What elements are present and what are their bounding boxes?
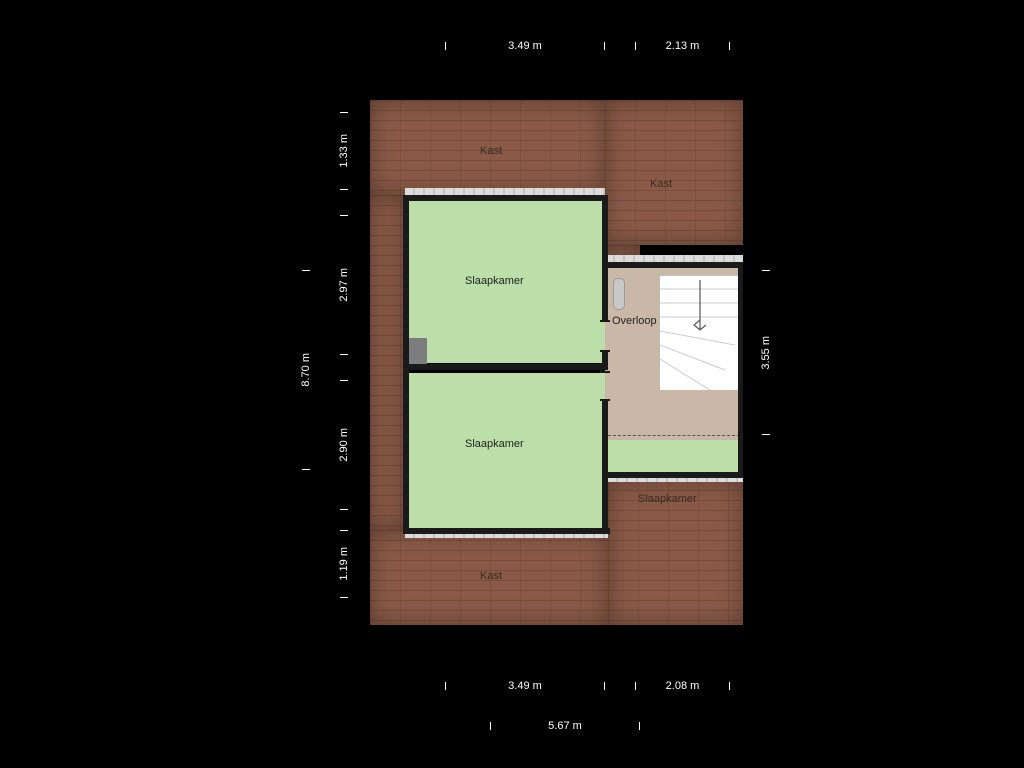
label-slaapkamer-2: Slaapkamer (465, 438, 524, 450)
wall-interior-v3 (602, 400, 608, 475)
stairs (660, 275, 740, 390)
floor-plan: Kast Kast Slaapkamer Overloop Slaapkamer… (370, 100, 743, 660)
radiator-icon (613, 278, 625, 310)
dim-left-3: 2.90 m (338, 380, 350, 510)
room-slaapkamer-2 (405, 373, 605, 528)
door-tick (600, 350, 610, 352)
door-tick (600, 320, 610, 322)
stairs-icon (660, 275, 740, 390)
wall-interior-h (406, 364, 606, 370)
wall (602, 472, 743, 478)
dim-left-4: 1.19 m (338, 530, 350, 598)
dim-top-2: 2.13 m (635, 40, 730, 52)
wall-interior-v2 (602, 352, 608, 370)
door-tick (600, 399, 610, 401)
label-slaapkamer-1: Slaapkamer (465, 275, 524, 287)
wall (403, 528, 610, 534)
dashed-kast-top-right (610, 200, 738, 201)
wall (403, 195, 607, 201)
dim-bottom-2: 2.08 m (635, 680, 730, 692)
wall (602, 262, 743, 268)
wall (602, 195, 608, 265)
dim-left-outer: 8.70 m (300, 270, 312, 470)
door-tick (600, 371, 610, 373)
wall (738, 262, 743, 477)
wall-interior-v1 (602, 265, 608, 320)
roof-left-strip (370, 195, 405, 530)
dim-bottom-1: 3.49 m (445, 680, 605, 692)
label-kast-bottom: Kast (480, 570, 502, 582)
label-slaapkamer-3: Slaapkamer (638, 493, 697, 505)
wall (602, 472, 608, 532)
dim-top-1: 3.49 m (445, 40, 605, 52)
roof-top-right (605, 100, 743, 245)
dim-left-1: 1.33 m (338, 112, 350, 190)
dim-right-1: 3.55 m (760, 270, 772, 435)
room-slaapkamer-2-ext (605, 440, 743, 472)
label-overloop: Overloop (612, 315, 657, 327)
label-kast-top-right: Kast (650, 178, 672, 190)
dashed-overloop-bottom (608, 435, 740, 436)
dim-left-2: 2.97 m (338, 215, 350, 355)
label-kast-top: Kast (480, 145, 502, 157)
dim-bottom-outer: 5.67 m (490, 720, 640, 732)
